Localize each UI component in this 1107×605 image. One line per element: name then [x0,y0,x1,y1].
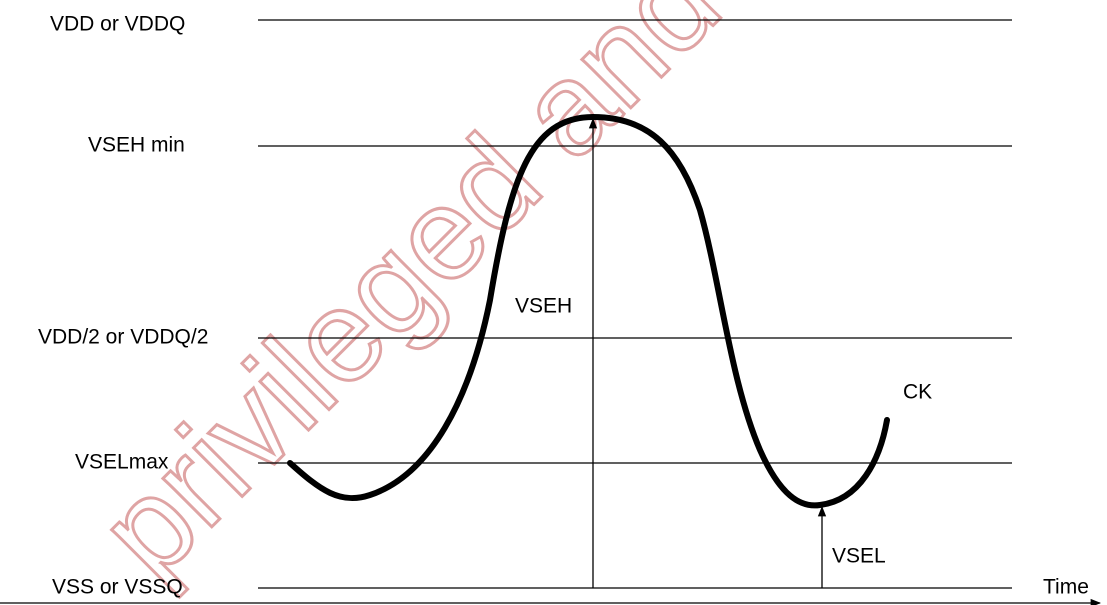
arrow-label: VSEL [832,545,886,568]
watermark: privileged and Co [71,0,890,604]
level-label: VDD/2 or VDDQ/2 [38,326,208,349]
level-label: VSEH min [88,134,185,157]
level-label: VDD or VDDQ [50,13,185,36]
signal-label: CK [903,381,932,404]
axis-label: Time [1043,576,1089,599]
level-label: VSS or VSSQ [52,576,183,599]
arrow-label: VSEH [515,295,572,318]
level-label: VSELmax [75,451,169,474]
ck-waveform [287,113,890,509]
